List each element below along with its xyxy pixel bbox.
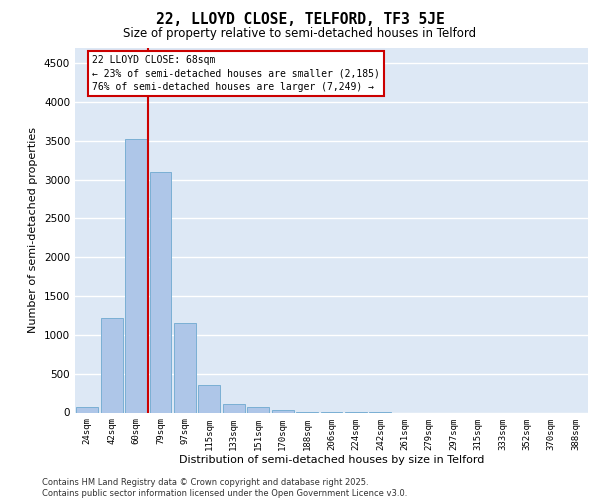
Text: 22, LLOYD CLOSE, TELFORD, TF3 5JE: 22, LLOYD CLOSE, TELFORD, TF3 5JE xyxy=(155,12,445,28)
Text: Size of property relative to semi-detached houses in Telford: Size of property relative to semi-detach… xyxy=(124,28,476,40)
Bar xyxy=(272,410,293,412)
Bar xyxy=(76,406,98,412)
Bar xyxy=(247,408,269,412)
Y-axis label: Number of semi-detached properties: Number of semi-detached properties xyxy=(28,127,38,333)
Bar xyxy=(101,318,122,412)
Bar xyxy=(149,172,172,412)
Text: Contains HM Land Registry data © Crown copyright and database right 2025.
Contai: Contains HM Land Registry data © Crown c… xyxy=(42,478,407,498)
Bar xyxy=(174,323,196,412)
Text: 22 LLOYD CLOSE: 68sqm
← 23% of semi-detached houses are smaller (2,185)
76% of s: 22 LLOYD CLOSE: 68sqm ← 23% of semi-deta… xyxy=(92,56,380,92)
Bar xyxy=(199,385,220,412)
X-axis label: Distribution of semi-detached houses by size in Telford: Distribution of semi-detached houses by … xyxy=(179,455,484,465)
Bar xyxy=(125,139,147,412)
Bar xyxy=(223,404,245,412)
